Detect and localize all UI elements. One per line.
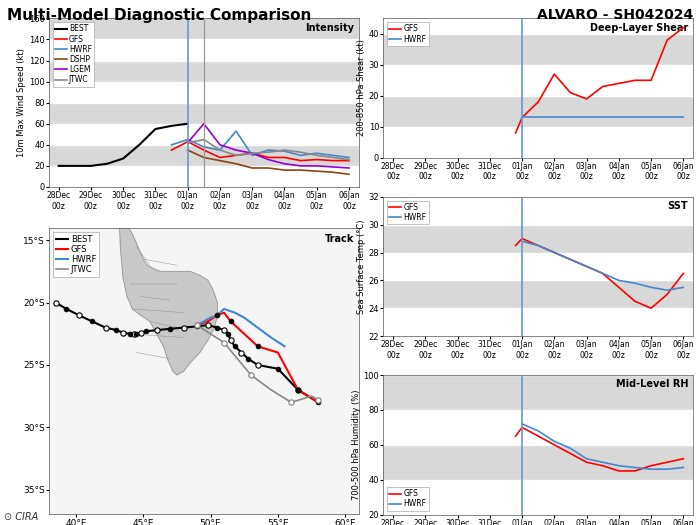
Bar — [49, 39, 358, 60]
Legend: GFS, HWRF: GFS, HWRF — [387, 201, 428, 224]
Bar — [384, 127, 693, 158]
Y-axis label: 10m Max Wind Speed (kt): 10m Max Wind Speed (kt) — [18, 48, 26, 157]
Bar — [384, 308, 693, 336]
Bar — [384, 3, 693, 34]
Y-axis label: 200-850 hPa Shear (kt): 200-850 hPa Shear (kt) — [357, 39, 366, 136]
Bar — [49, 124, 358, 145]
Bar — [384, 65, 693, 96]
Legend: GFS, HWRF: GFS, HWRF — [387, 22, 428, 46]
Bar — [384, 340, 693, 375]
Polygon shape — [116, 194, 123, 202]
Text: ALVARO - SH042024: ALVARO - SH042024 — [537, 8, 693, 22]
Bar — [384, 410, 693, 445]
Legend: BEST, GFS, HWRF, DSHP, LGEM, JTWC: BEST, GFS, HWRF, DSHP, LGEM, JTWC — [52, 22, 94, 87]
Legend: GFS, HWRF: GFS, HWRF — [387, 487, 428, 511]
Y-axis label: Sea Surface Temp (°C): Sea Surface Temp (°C) — [357, 219, 366, 313]
Bar — [384, 197, 693, 225]
Text: ⊙ CIRA: ⊙ CIRA — [4, 512, 38, 522]
Text: Mid-Level RH: Mid-Level RH — [616, 380, 688, 390]
Polygon shape — [119, 207, 217, 375]
Legend: BEST, GFS, HWRF, JTWC: BEST, GFS, HWRF, JTWC — [53, 232, 99, 277]
Text: Multi-Model Diagnostic Comparison: Multi-Model Diagnostic Comparison — [7, 8, 312, 23]
Bar — [49, 81, 358, 103]
Text: Track: Track — [325, 234, 354, 244]
Bar — [384, 253, 693, 280]
Bar — [384, 480, 693, 514]
Bar — [49, 166, 358, 187]
Text: Deep-Layer Shear: Deep-Layer Shear — [590, 23, 688, 33]
Text: SST: SST — [668, 201, 688, 211]
Text: Intensity: Intensity — [305, 24, 354, 34]
Y-axis label: 700-500 hPa Humidity (%): 700-500 hPa Humidity (%) — [351, 390, 360, 500]
